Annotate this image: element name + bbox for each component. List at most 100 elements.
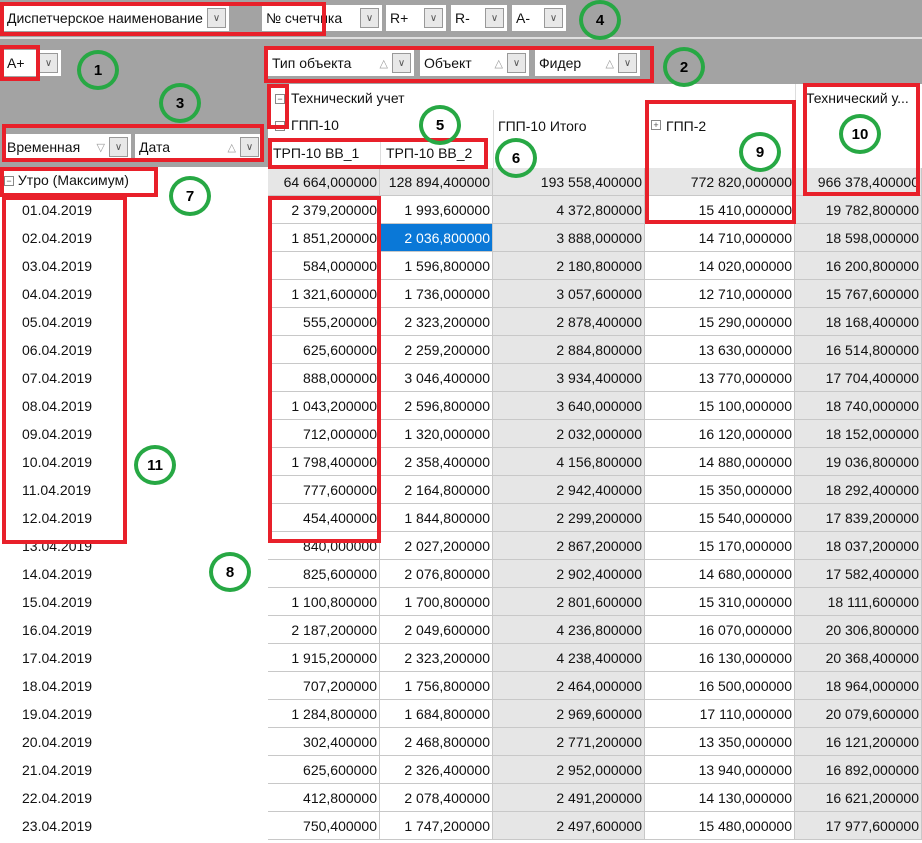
data-cell[interactable]: 17 977,600000 (795, 812, 922, 840)
data-cell[interactable]: 2 323,200000 (380, 308, 493, 336)
row-header-date[interactable]: 07.04.2019 (22, 370, 93, 386)
row-header-date[interactable]: 14.04.2019 (22, 566, 93, 582)
expand-object2-button[interactable]: + (651, 116, 661, 132)
data-cell[interactable]: 2 027,200000 (380, 532, 493, 560)
chevron-down-icon[interactable]: ∨ (544, 8, 563, 28)
row-field-1[interactable]: Дата △ ∨ (135, 134, 262, 160)
sort-icon[interactable]: △ (227, 141, 236, 154)
data-cell[interactable]: 13 350,000000 (645, 728, 795, 756)
row-header-date[interactable]: 10.04.2019 (22, 454, 93, 470)
data-cell[interactable]: 18 598,000000 (795, 224, 922, 252)
chevron-down-icon[interactable]: ∨ (240, 137, 259, 157)
row-header-date[interactable]: 11.04.2019 (22, 482, 92, 498)
row-header-date[interactable]: 12.04.2019 (22, 510, 93, 526)
data-cell[interactable]: 12 710,000000 (645, 280, 795, 308)
data-cell[interactable]: 14 130,000000 (645, 784, 795, 812)
data-cell[interactable]: 2 468,800000 (380, 728, 493, 756)
sort-icon[interactable]: △ (379, 57, 388, 70)
data-cell[interactable]: 13 940,000000 (645, 756, 795, 784)
data-cell[interactable]: 2 049,600000 (380, 616, 493, 644)
group-total-cell[interactable]: 128 894,400000 (380, 168, 493, 196)
data-cell[interactable]: 2 036,800000 (380, 224, 493, 252)
row-header-date[interactable]: 02.04.2019 (22, 230, 93, 246)
data-cell[interactable]: 302,400000 (268, 728, 380, 756)
data-cell[interactable]: 3 057,600000 (493, 280, 645, 308)
collapse-type-button[interactable]: − (275, 90, 285, 106)
data-cell[interactable]: 2 180,800000 (493, 252, 645, 280)
data-cell[interactable]: 2 942,400000 (493, 476, 645, 504)
chevron-down-icon[interactable]: ∨ (39, 53, 58, 73)
data-cell[interactable]: 18 292,400000 (795, 476, 922, 504)
data-cell[interactable]: 707,200000 (268, 672, 380, 700)
data-cell[interactable]: 2 078,400000 (380, 784, 493, 812)
row-header-date[interactable]: 16.04.2019 (22, 622, 93, 638)
chevron-down-icon[interactable]: ∨ (207, 8, 226, 28)
row-group-header[interactable]: − Утро (Максимум) (4, 172, 129, 188)
data-cell[interactable]: 18 168,400000 (795, 308, 922, 336)
data-cell[interactable]: 2 326,400000 (380, 756, 493, 784)
data-cell[interactable]: 16 892,000000 (795, 756, 922, 784)
data-cell[interactable]: 15 170,000000 (645, 532, 795, 560)
data-cell[interactable]: 14 880,000000 (645, 448, 795, 476)
chevron-down-icon[interactable]: ∨ (392, 53, 411, 73)
data-cell[interactable]: 13 630,000000 (645, 336, 795, 364)
data-cell[interactable]: 20 079,600000 (795, 700, 922, 728)
data-field-a-plus[interactable]: A+ ∨ (3, 50, 61, 76)
data-cell[interactable]: 750,400000 (268, 812, 380, 840)
data-cell[interactable]: 17 110,000000 (645, 700, 795, 728)
data-cell[interactable]: 2 884,800000 (493, 336, 645, 364)
row-header-date[interactable]: 08.04.2019 (22, 398, 93, 414)
sort-icon[interactable]: △ (494, 57, 503, 70)
data-cell[interactable]: 15 310,000000 (645, 588, 795, 616)
data-cell[interactable]: 1 756,800000 (380, 672, 493, 700)
row-field-0[interactable]: Временная ▽ ∨ (3, 134, 131, 160)
column-field-2[interactable]: Фидер △ ∨ (535, 50, 640, 76)
data-cell[interactable]: 15 350,000000 (645, 476, 795, 504)
data-cell[interactable]: 16 121,200000 (795, 728, 922, 756)
data-cell[interactable]: 1 596,800000 (380, 252, 493, 280)
row-header-date[interactable]: 19.04.2019 (22, 706, 93, 722)
data-cell[interactable]: 19 782,800000 (795, 196, 922, 224)
data-cell[interactable]: 4 236,800000 (493, 616, 645, 644)
data-cell[interactable]: 18 111,600000 (795, 588, 922, 616)
chevron-down-icon[interactable]: ∨ (618, 53, 637, 73)
data-cell[interactable]: 18 740,000000 (795, 392, 922, 420)
data-cell[interactable]: 1 993,600000 (380, 196, 493, 224)
data-cell[interactable]: 17 582,400000 (795, 560, 922, 588)
group-total-cell[interactable]: 772 820,000000 (645, 168, 795, 196)
chevron-down-icon[interactable]: ∨ (485, 8, 504, 28)
data-cell[interactable]: 2 259,200000 (380, 336, 493, 364)
row-header-date[interactable]: 01.04.2019 (22, 202, 93, 218)
data-cell[interactable]: 1 284,800000 (268, 700, 380, 728)
chevron-down-icon[interactable]: ∨ (360, 8, 379, 28)
data-cell[interactable]: 4 156,800000 (493, 448, 645, 476)
data-cell[interactable]: 18 964,000000 (795, 672, 922, 700)
data-cell[interactable]: 625,600000 (268, 756, 380, 784)
row-header-date[interactable]: 22.04.2019 (22, 790, 93, 806)
data-cell[interactable]: 16 200,800000 (795, 252, 922, 280)
chevron-down-icon[interactable]: ∨ (507, 53, 526, 73)
data-cell[interactable]: 412,800000 (268, 784, 380, 812)
data-cell[interactable]: 2 867,200000 (493, 532, 645, 560)
row-header-date[interactable]: 06.04.2019 (22, 342, 93, 358)
row-header-date[interactable]: 21.04.2019 (22, 762, 93, 778)
chevron-down-icon[interactable]: ∨ (109, 137, 128, 157)
column-field-0[interactable]: Тип объекта △ ∨ (268, 50, 414, 76)
group-total-cell[interactable]: 193 558,400000 (493, 168, 645, 196)
data-cell[interactable]: 15 100,000000 (645, 392, 795, 420)
data-cell[interactable]: 14 680,000000 (645, 560, 795, 588)
data-cell[interactable]: 2 801,600000 (493, 588, 645, 616)
data-cell[interactable]: 2 187,200000 (268, 616, 380, 644)
filter-field-3[interactable]: R- ∨ (451, 5, 507, 31)
data-cell[interactable]: 20 306,800000 (795, 616, 922, 644)
data-cell[interactable]: 18 152,000000 (795, 420, 922, 448)
data-cell[interactable]: 2 491,200000 (493, 784, 645, 812)
data-cell[interactable]: 16 514,800000 (795, 336, 922, 364)
row-header-date[interactable]: 20.04.2019 (22, 734, 93, 750)
row-header-date[interactable]: 15.04.2019 (22, 594, 93, 610)
data-cell[interactable]: 20 368,400000 (795, 644, 922, 672)
data-cell[interactable]: 16 070,000000 (645, 616, 795, 644)
filter-field-0[interactable]: Диспетчерское наименование ∨ (3, 5, 229, 31)
data-cell[interactable]: 2 299,200000 (493, 504, 645, 532)
data-cell[interactable]: 13 770,000000 (645, 364, 795, 392)
